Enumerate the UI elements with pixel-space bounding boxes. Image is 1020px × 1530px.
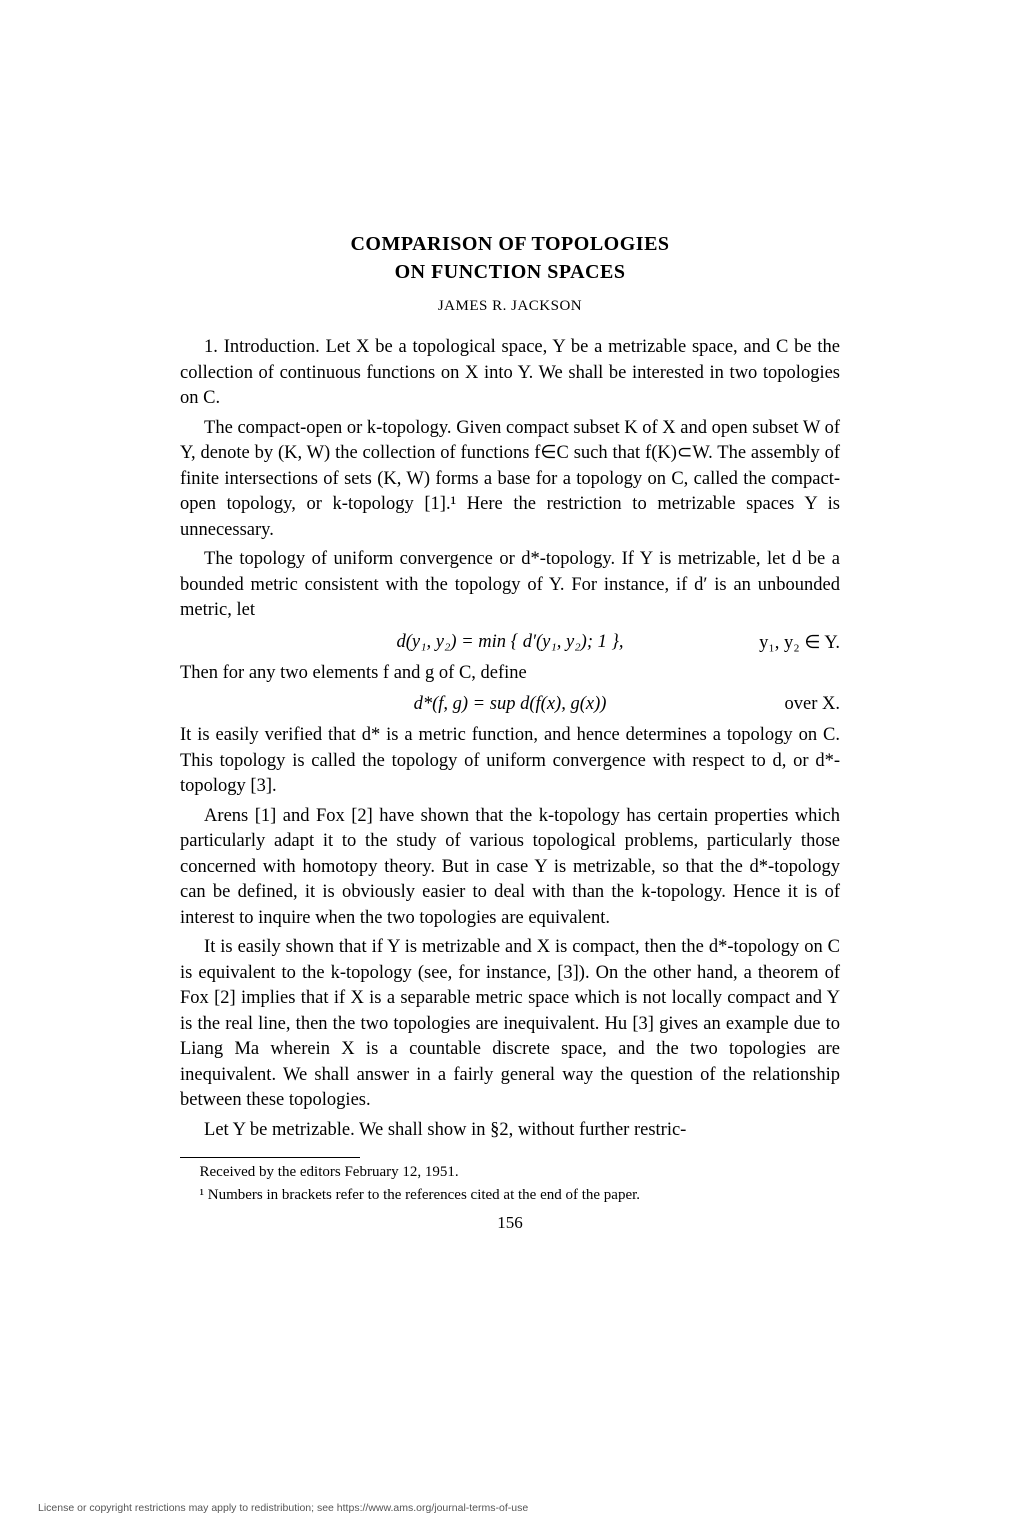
license-text: License or copyright restrictions may ap… bbox=[38, 1502, 528, 1514]
page-number: 156 bbox=[180, 1213, 840, 1233]
footnote-received: Received by the editors February 12, 195… bbox=[180, 1162, 840, 1182]
title-line-1: COMPARISON OF TOPOLOGIES bbox=[350, 233, 669, 255]
paper-author: JAMES R. JACKSON bbox=[180, 298, 840, 315]
paragraph-easily-shown: It is easily shown that if Y is metrizab… bbox=[180, 935, 840, 1114]
equation-2-condition: over X. bbox=[785, 694, 840, 715]
paragraph-define: Then for any two elements f and g of C, … bbox=[180, 661, 840, 687]
paragraph-verified: It is easily verified that d* is a metri… bbox=[180, 723, 840, 800]
equation-1-condition: y₁, y₂ ∈ Y. bbox=[759, 632, 840, 654]
equation-2-body: d*(f, g) = sup d(f(x), g(x)) bbox=[414, 694, 607, 714]
footnote-rule bbox=[180, 1157, 360, 1158]
title-line-2: ON FUNCTION SPACES bbox=[395, 261, 626, 283]
equation-1-body: d(y₁, y₂) = min { d′(y₁, y₂); 1 }, bbox=[396, 632, 623, 652]
equation-2: d*(f, g) = sup d(f(x), g(x)) over X. bbox=[180, 694, 840, 715]
equation-1: d(y₁, y₂) = min { d′(y₁, y₂); 1 }, y₁, y… bbox=[180, 632, 840, 653]
paper-page: COMPARISON OF TOPOLOGIES ON FUNCTION SPA… bbox=[0, 0, 1020, 1293]
paper-title: COMPARISON OF TOPOLOGIES ON FUNCTION SPA… bbox=[180, 230, 840, 286]
footnote-1: ¹ Numbers in brackets refer to the refer… bbox=[180, 1185, 840, 1205]
paragraph-intro: 1. Introduction. Let X be a topological … bbox=[180, 335, 840, 412]
paragraph-arens-fox: Arens [1] and Fox [2] have shown that th… bbox=[180, 804, 840, 932]
paragraph-uniform-convergence: The topology of uniform convergence or d… bbox=[180, 547, 840, 624]
paragraph-compact-open: The compact-open or k-topology. Given co… bbox=[180, 416, 840, 544]
paragraph-let-y: Let Y be metrizable. We shall show in §2… bbox=[180, 1118, 840, 1144]
